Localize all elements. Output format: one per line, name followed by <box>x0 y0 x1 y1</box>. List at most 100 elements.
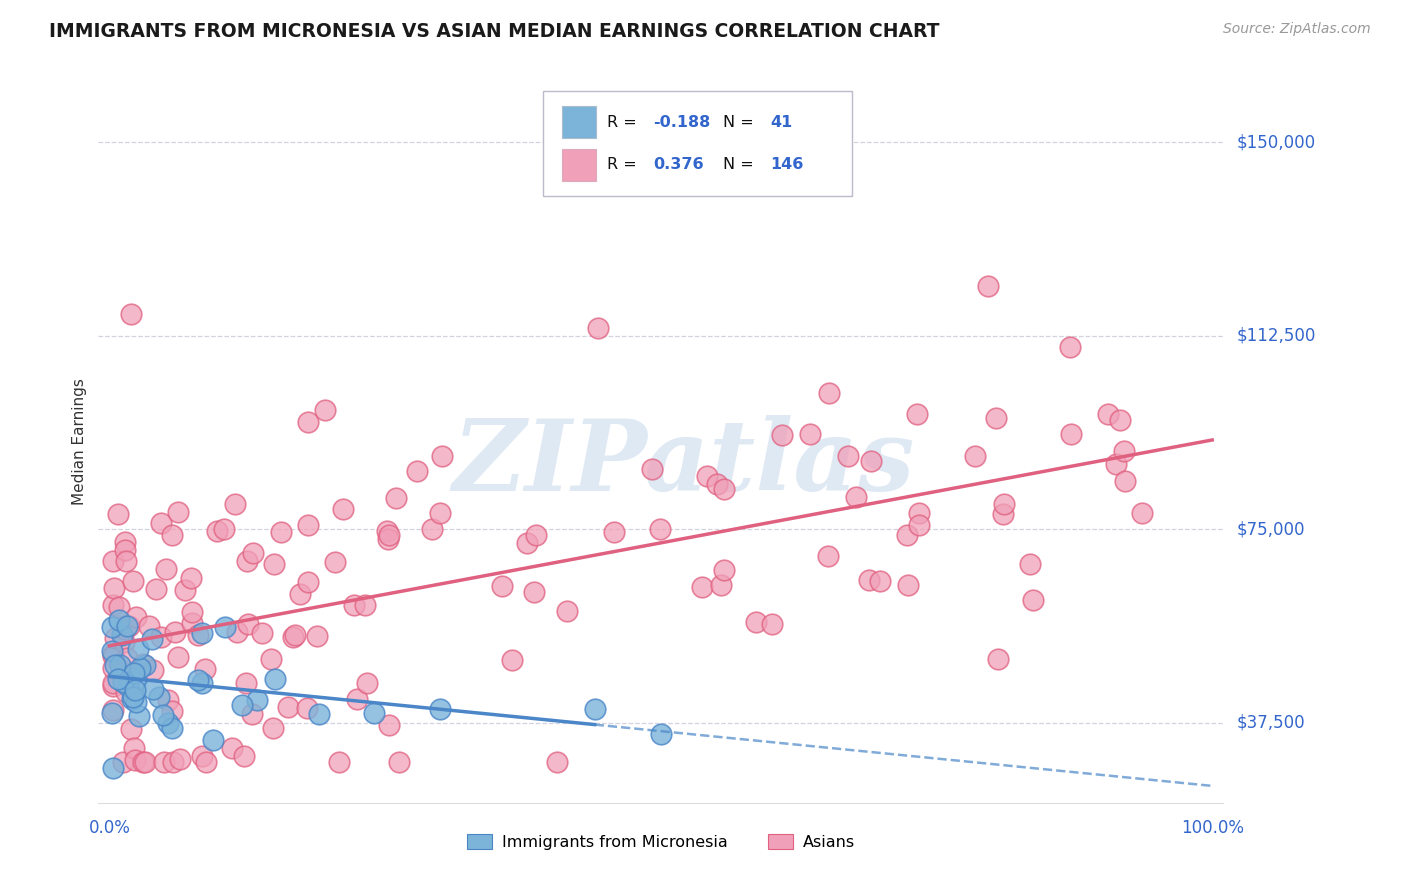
Point <box>501 653 523 667</box>
Point <box>120 722 142 736</box>
Y-axis label: Median Earnings: Median Earnings <box>72 378 87 505</box>
Point <box>195 755 218 769</box>
Point <box>385 491 408 505</box>
Point <box>555 604 578 618</box>
Point <box>180 616 202 631</box>
Point <box>201 733 224 747</box>
Point <box>122 665 145 680</box>
Point <box>125 673 148 687</box>
Point <box>1019 557 1042 571</box>
Point <box>897 578 920 592</box>
Text: $112,500: $112,500 <box>1237 326 1316 344</box>
Point <box>987 651 1010 665</box>
Point <box>288 586 311 600</box>
Point <box>262 721 284 735</box>
Point <box>837 449 859 463</box>
Point <box>132 755 155 769</box>
Point <box>221 740 243 755</box>
Point <box>104 632 127 646</box>
Point <box>236 617 259 632</box>
Point <box>648 522 671 536</box>
Point <box>976 279 998 293</box>
Point <box>713 483 735 497</box>
Point <box>162 704 184 718</box>
Point <box>709 578 731 592</box>
Point <box>378 527 401 541</box>
Point <box>277 700 299 714</box>
Point <box>127 642 149 657</box>
Point <box>388 755 411 769</box>
Point <box>1097 407 1119 421</box>
Legend: Immigrants from Micronesia, Asians: Immigrants from Micronesia, Asians <box>460 828 862 856</box>
Point <box>174 582 197 597</box>
Point <box>263 558 285 572</box>
Point <box>232 749 254 764</box>
Point <box>297 415 319 429</box>
Point <box>1022 593 1045 607</box>
Point <box>101 620 124 634</box>
Point <box>128 709 150 723</box>
Point <box>205 524 228 538</box>
Point <box>314 403 336 417</box>
Text: 146: 146 <box>770 158 803 172</box>
Point <box>191 749 214 764</box>
Point <box>225 625 247 640</box>
Text: N =: N = <box>723 158 759 172</box>
Point <box>799 427 821 442</box>
Point <box>986 411 1008 425</box>
Point <box>491 578 513 592</box>
Point <box>125 610 148 624</box>
Point <box>101 761 124 775</box>
Point <box>1112 444 1135 458</box>
Point <box>141 632 163 647</box>
Point <box>117 679 139 693</box>
Point <box>650 727 672 741</box>
Point <box>163 625 186 640</box>
Point <box>284 627 307 641</box>
Point <box>108 657 131 672</box>
Point <box>963 449 986 463</box>
Point <box>114 685 136 699</box>
Point <box>117 619 139 633</box>
Point <box>150 516 173 531</box>
Point <box>101 554 124 568</box>
Text: IMMIGRANTS FROM MICRONESIA VS ASIAN MEDIAN EARNINGS CORRELATION CHART: IMMIGRANTS FROM MICRONESIA VS ASIAN MEDI… <box>49 22 939 41</box>
Point <box>152 707 174 722</box>
Point <box>107 613 129 627</box>
Point <box>860 454 883 468</box>
Point <box>120 307 142 321</box>
Point <box>101 648 124 662</box>
Point <box>546 755 568 769</box>
Point <box>817 549 839 564</box>
Point <box>114 554 136 568</box>
Point <box>240 706 263 721</box>
Point <box>155 562 177 576</box>
Point <box>187 628 209 642</box>
Text: $37,500: $37,500 <box>1237 714 1306 731</box>
Point <box>295 701 318 715</box>
Point <box>305 629 328 643</box>
Point <box>1130 506 1153 520</box>
Point <box>297 574 319 589</box>
Point <box>297 517 319 532</box>
Point <box>259 652 281 666</box>
Point <box>180 571 202 585</box>
Point <box>242 546 264 560</box>
Point <box>845 490 868 504</box>
Point <box>246 693 269 707</box>
Point <box>194 663 217 677</box>
Point <box>157 693 180 707</box>
Point <box>132 657 155 671</box>
Point <box>224 497 246 511</box>
Point <box>896 527 918 541</box>
Point <box>149 630 172 644</box>
Point <box>122 740 145 755</box>
Point <box>145 582 167 597</box>
Point <box>107 600 129 615</box>
Point <box>270 524 292 539</box>
Point <box>138 618 160 632</box>
Point <box>112 635 135 649</box>
Point <box>101 648 124 663</box>
Text: 0.376: 0.376 <box>652 158 703 172</box>
Point <box>101 706 124 721</box>
